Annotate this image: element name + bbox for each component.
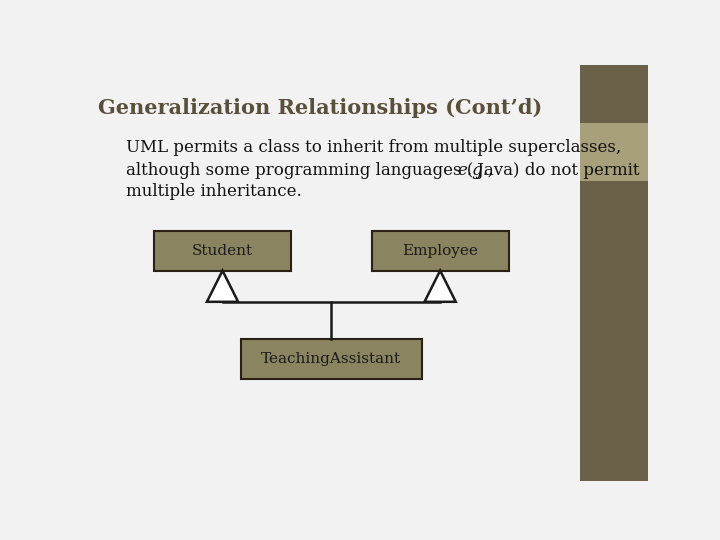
- Polygon shape: [425, 271, 456, 302]
- Text: Java) do not permit: Java) do not permit: [472, 163, 640, 179]
- Bar: [372, 231, 508, 271]
- Text: e.g.,: e.g.,: [457, 163, 493, 179]
- Bar: [580, 181, 648, 481]
- Bar: [580, 65, 648, 123]
- Polygon shape: [207, 271, 238, 302]
- Text: Employee: Employee: [402, 244, 478, 258]
- Text: Student: Student: [192, 244, 253, 258]
- Text: TeachingAssistant: TeachingAssistant: [261, 352, 401, 366]
- Bar: [240, 339, 422, 379]
- Text: although some programming languages (: although some programming languages (: [126, 163, 474, 179]
- Bar: [580, 123, 648, 181]
- Text: UML permits a class to inherit from multiple superclasses,: UML permits a class to inherit from mult…: [126, 139, 621, 157]
- Bar: [154, 231, 291, 271]
- Text: Generalization Relationships (Cont’d): Generalization Relationships (Cont’d): [99, 98, 543, 118]
- Text: multiple inheritance.: multiple inheritance.: [126, 183, 302, 200]
